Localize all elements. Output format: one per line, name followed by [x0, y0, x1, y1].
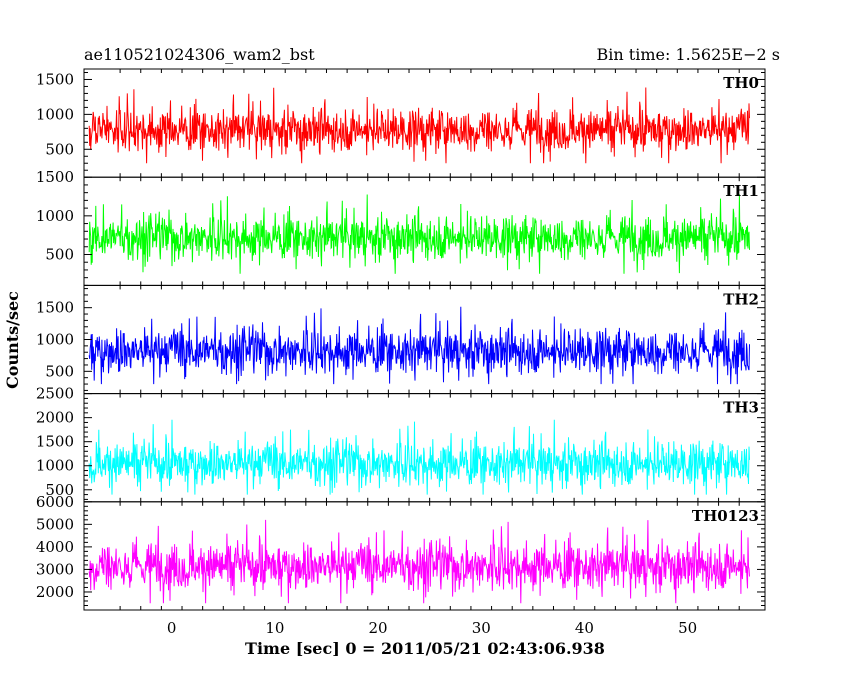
x-tick-label: 20 [369, 619, 388, 637]
panel-th0123: 2000 3000 4000 5000 6000 TH0123 [36, 493, 766, 611]
panel-th1: 500 1000 1500 TH1 [36, 168, 766, 286]
bin-time-label: Bin time: 1.5625E−2 s [597, 45, 780, 64]
y-tick-label: 500 [45, 481, 74, 499]
y-tick-label: 2500 [36, 385, 74, 403]
x-axis: 0 10 20 30 40 50 [167, 619, 697, 637]
series-line-th1 [88, 194, 750, 274]
x-tick-label: 40 [575, 619, 594, 637]
y-tick-label: 3000 [36, 560, 74, 578]
y-tick-label: 1000 [36, 331, 74, 349]
y-tick-label: 500 [45, 362, 74, 380]
panel-label-th3: TH3 [723, 399, 759, 417]
panel-label-th2: TH2 [723, 290, 759, 308]
y-tick-label: 1000 [36, 457, 74, 475]
y-tick-label: 5000 [36, 515, 74, 533]
x-tick-label: 10 [265, 619, 284, 637]
panel-th0: 500 1000 1500 TH0 [36, 68, 766, 178]
y-tick-label: 1500 [36, 168, 74, 186]
x-tick-label: 30 [472, 619, 491, 637]
series-line-th0 [88, 87, 750, 164]
y-tick-label: 1500 [36, 433, 74, 451]
y-tick-label: 1000 [36, 207, 74, 225]
chart-title: ae110521024306_wam2_bst [84, 45, 315, 64]
y-tick-label: 1500 [36, 70, 74, 88]
y-tick-label: 1000 [36, 105, 74, 123]
y-tick-label: 6000 [36, 493, 74, 511]
series-line-th2 [88, 306, 750, 385]
x-tick-label: 0 [167, 619, 177, 637]
x-tick-label: 50 [678, 619, 697, 637]
panels-group: 500 1000 1500 TH0 500 1000 1500 TH1 500 1000 1500 T… [36, 68, 766, 611]
panel-label-th0123: TH0123 [692, 507, 759, 525]
series-line-th3 [88, 419, 750, 495]
x-axis-title: Time [sec] 0 = 2011/05/21 02:43:06.938 [245, 639, 605, 658]
panel-th3: 500 1000 1500 2000 2500 TH3 [36, 385, 766, 503]
y-tick-label: 1500 [36, 299, 74, 317]
y-tick-label: 4000 [36, 538, 74, 556]
panel-label-th0: TH0 [723, 74, 759, 92]
series-line-th0123 [88, 519, 750, 604]
y-tick-label: 500 [45, 245, 74, 263]
panel-th2: 500 1000 1500 TH2 [36, 284, 766, 395]
y-axis-title: Counts/sec [3, 291, 22, 389]
y-tick-label: 500 [45, 140, 74, 158]
y-tick-label: 2000 [36, 409, 74, 427]
y-tick-label: 2000 [36, 583, 74, 601]
panel-label-th1: TH1 [723, 182, 759, 200]
